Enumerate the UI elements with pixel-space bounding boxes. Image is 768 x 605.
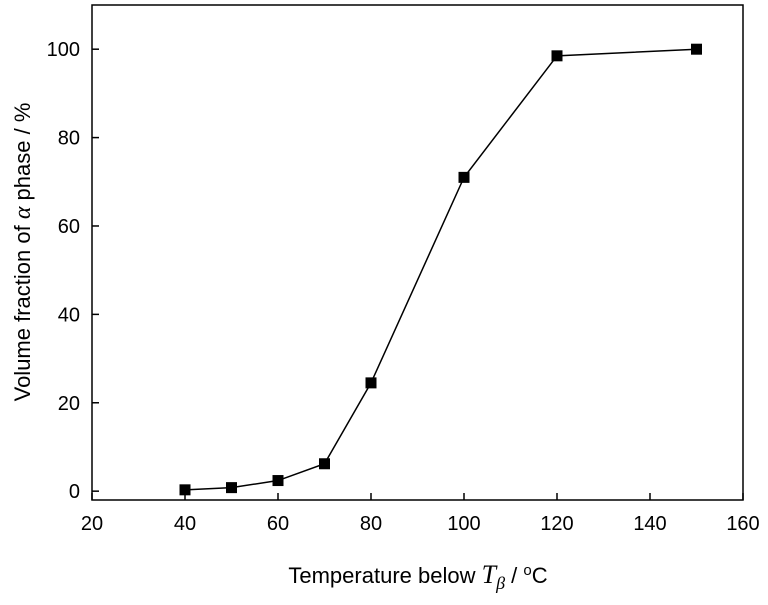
x-axis-title-prefix: Temperature below (288, 563, 481, 588)
series-line (184, 48, 697, 491)
x-tick-label: 120 (540, 513, 573, 535)
y-tick-label: 0 (69, 481, 80, 503)
x-axis-title-subscript: β (495, 573, 505, 593)
y-tick-label: 80 (58, 128, 80, 150)
data-point-marker (272, 475, 284, 487)
y-tick-label: 60 (58, 216, 80, 238)
data-point-marker (319, 458, 330, 470)
y-tick-label: 40 (58, 304, 80, 326)
x-tick-label: 60 (267, 513, 289, 535)
x-tick-label: 40 (174, 513, 196, 535)
data-point-marker (179, 484, 191, 496)
x-tick-label: 20 (81, 513, 103, 535)
plot-frame (91, 4, 744, 501)
x-tick-label: 100 (447, 513, 480, 535)
data-point-marker (551, 50, 563, 62)
y-axis-title: Volume fraction of α phase / % (10, 103, 36, 402)
x-axis-title: Temperature below Tβ / oC (288, 560, 547, 593)
x-axis-title-unit: C (532, 563, 548, 588)
x-axis-ticks: 20 40 60 80 100 120 140 160 (81, 493, 760, 535)
x-tick-label: 140 (633, 513, 666, 535)
x-axis-title-symbol: T (482, 560, 498, 589)
y-axis-title-symbol: α (10, 206, 36, 219)
data-point-marker (365, 377, 377, 389)
data-point-marker (691, 43, 702, 55)
x-tick-label: 160 (726, 513, 759, 535)
x-axis-title-degree: o (523, 562, 531, 579)
y-tick-label: 100 (47, 39, 80, 61)
x-tick-label: 80 (360, 513, 382, 535)
data-point-marker (458, 171, 470, 183)
y-axis-title-suffix: phase / % (10, 103, 35, 207)
y-axis-title-prefix: Volume fraction of (10, 219, 35, 401)
y-axis-ticks: 0 20 40 60 80 100 (47, 39, 99, 503)
series-layer (179, 43, 702, 496)
data-point-marker (226, 482, 237, 494)
x-axis-title-suffix: / (505, 563, 523, 588)
y-tick-label: 20 (58, 393, 80, 415)
